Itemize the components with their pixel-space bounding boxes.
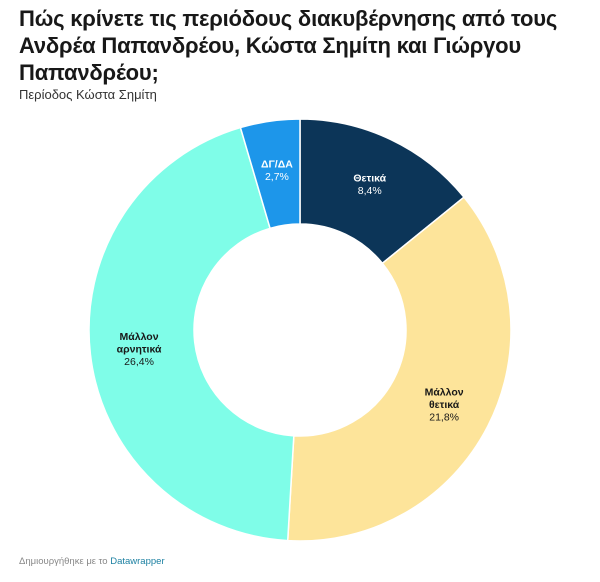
slice-label-μάλλον-θετικά: Μάλλον θετικά 21,8% xyxy=(425,386,464,423)
donut-chart: Θετικά 8,4% Μάλλον θετικά 21,8% Μάλλον αρνητικ… xyxy=(88,118,512,542)
credit-footer: Δημιουργήθηκε με το Datawrapper xyxy=(19,556,165,567)
donut-slices xyxy=(88,118,512,542)
slice-μάλλον-αρνητικά xyxy=(88,126,295,542)
donut-labels: Θετικά 8,4% Μάλλον θετικά 21,8% Μάλλον αρνητικ… xyxy=(117,158,464,423)
slice-δγ/δα xyxy=(239,118,301,230)
slice-label-μάλλον-αρνητικά: Μάλλον αρνητικά 26,4% xyxy=(117,331,162,368)
chart-subtitle: Περίοδος Κώστα Σημίτη xyxy=(19,87,157,102)
slice-label-θετικά: Θετικά 8,4% xyxy=(353,173,386,198)
slice-μάλλον-θετικά xyxy=(286,196,512,542)
slice-θετικά xyxy=(299,118,466,265)
datawrapper-link[interactable]: Datawrapper xyxy=(110,556,165,567)
slice-label-δγ/δα: ΔΓ/ΔΑ 2,7% xyxy=(261,158,293,183)
credit-text: Δημιουργήθηκε με το xyxy=(19,556,108,567)
chart-title: Πώς κρίνετε τις περιόδους διακυβέρνησης … xyxy=(19,6,558,85)
